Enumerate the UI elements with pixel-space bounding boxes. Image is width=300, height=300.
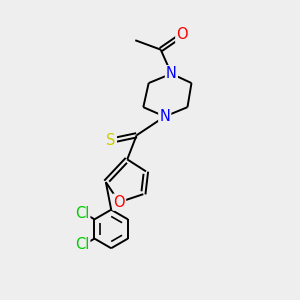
Text: O: O	[176, 27, 188, 42]
Text: Cl: Cl	[75, 206, 89, 221]
Text: O: O	[113, 195, 125, 210]
Text: N: N	[159, 109, 170, 124]
Text: S: S	[106, 133, 116, 148]
Text: Cl: Cl	[75, 237, 89, 252]
Text: N: N	[166, 66, 177, 81]
